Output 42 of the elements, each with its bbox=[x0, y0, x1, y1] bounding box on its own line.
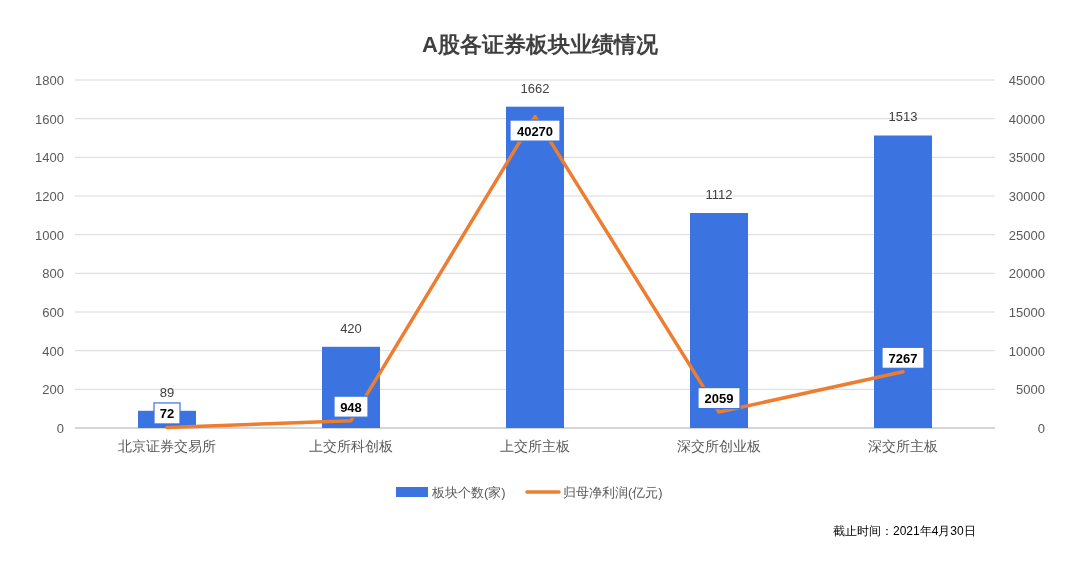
x-tick-label: 上交所主板 bbox=[500, 438, 570, 454]
x-tick-label: 深交所主板 bbox=[868, 438, 938, 454]
data-label: 40270 bbox=[516, 123, 554, 139]
data-label: 89 bbox=[159, 384, 175, 400]
y-tick-label: 0 bbox=[56, 421, 64, 436]
legend-label: 板块个数(家) bbox=[431, 485, 506, 500]
y2-tick-label: 15000 bbox=[1008, 305, 1045, 320]
y2-tick-label: 35000 bbox=[1008, 150, 1045, 166]
data-label: 948 bbox=[340, 399, 362, 415]
y2-tick-label: 30000 bbox=[1008, 189, 1045, 204]
bar bbox=[506, 106, 564, 428]
bar bbox=[874, 135, 932, 428]
text: 截止时间：2021年4月30日 bbox=[833, 524, 976, 538]
data-label: 420 bbox=[340, 320, 362, 336]
x-tick-label: 上交所科创板 bbox=[309, 438, 393, 454]
y2-tick-label: 25000 bbox=[1008, 227, 1045, 243]
y-tick-label: 1400 bbox=[35, 150, 64, 166]
bar bbox=[690, 213, 748, 428]
legend-label: 归母净利润(亿元) bbox=[563, 485, 663, 500]
chart-title: A股各证券板块业绩情况 bbox=[422, 32, 659, 57]
data-label: 7267 bbox=[888, 350, 918, 366]
y-tick-label: 1200 bbox=[35, 189, 64, 204]
y-tick-label: 200 bbox=[42, 382, 64, 398]
x-tick-label: 深交所创业板 bbox=[677, 438, 761, 454]
y2-tick-label: 40000 bbox=[1008, 111, 1045, 127]
y2-tick-label: 0 bbox=[1037, 421, 1045, 436]
data-label: 1662 bbox=[520, 80, 550, 96]
y-tick-label: 400 bbox=[42, 343, 64, 359]
x-tick-label: 北京证券交易所 bbox=[118, 438, 216, 454]
y2-tick-label: 20000 bbox=[1008, 266, 1045, 282]
y2-tick-label: 10000 bbox=[1008, 343, 1045, 359]
y-tick-label: 600 bbox=[42, 305, 64, 320]
y-tick-label: 800 bbox=[42, 266, 64, 282]
y-tick-label: 1600 bbox=[35, 111, 64, 127]
data-label: 1112 bbox=[705, 187, 733, 203]
y2-tick-label: 45000 bbox=[1008, 73, 1045, 88]
data-label: 2059 bbox=[704, 391, 734, 407]
data-label: 72 bbox=[159, 406, 175, 422]
y-tick-label: 1800 bbox=[35, 73, 64, 88]
y2-tick-label: 5000 bbox=[1016, 382, 1045, 398]
data-label: 1513 bbox=[888, 109, 918, 125]
y-tick-label: 1000 bbox=[35, 227, 64, 243]
